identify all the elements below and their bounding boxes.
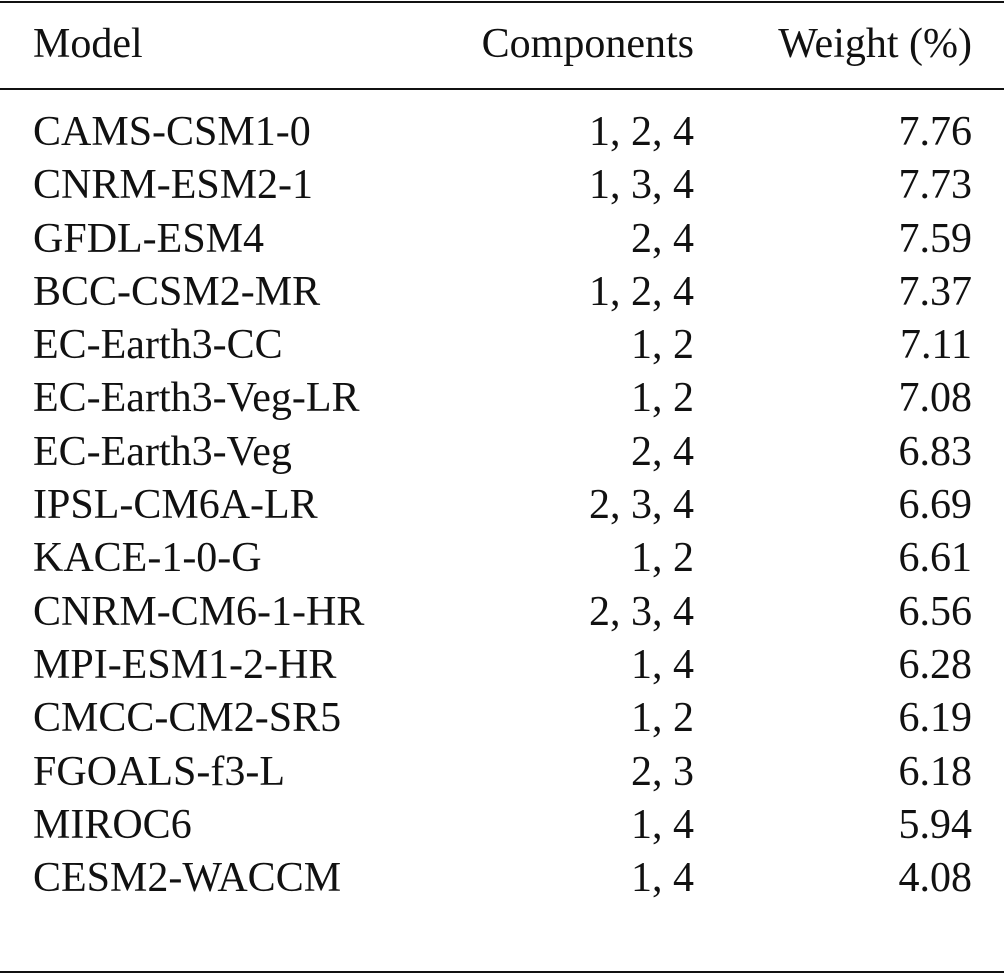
table-top-rule <box>0 1 1004 3</box>
header-weight: Weight (%) <box>778 21 972 67</box>
weight-cell: 6.83 <box>898 428 973 475</box>
model-cell: FGOALS-f3-L <box>33 748 285 795</box>
model-cell: MIROC6 <box>33 801 192 848</box>
model-cell: KACE-1-0-G <box>33 535 262 582</box>
components-cell: 2, 4 <box>631 428 694 475</box>
table-row: CAMS-CSM1-0 1, 2, 4 7.76 <box>0 106 1004 159</box>
model-cell: GFDL-ESM4 <box>33 215 265 262</box>
table-header-rule <box>0 88 1004 90</box>
weight-cell: 7.37 <box>898 268 973 315</box>
weight-cell: 6.56 <box>898 588 973 635</box>
table-bottom-rule <box>0 971 1004 973</box>
model-cell: EC-Earth3-Veg <box>33 428 292 475</box>
components-cell: 1, 4 <box>631 855 694 902</box>
weight-cell: 6.28 <box>898 641 973 688</box>
table-row: IPSL-CM6A-LR 2, 3, 4 6.69 <box>0 479 1004 532</box>
components-cell: 1, 4 <box>631 641 694 688</box>
weight-cell: 7.76 <box>898 109 973 155</box>
components-cell: 2, 3, 4 <box>589 482 694 529</box>
table-row: FGOALS-f3-L 2, 3 6.18 <box>0 746 1004 799</box>
components-cell: 2, 4 <box>631 215 694 262</box>
model-cell: CNRM-CM6-1-HR <box>33 588 365 635</box>
weight-cell: 7.73 <box>898 162 973 209</box>
table-body: CAMS-CSM1-0 1, 2, 4 7.76 CNRM-ESM2-1 1, … <box>0 106 1004 905</box>
weight-cell: 7.08 <box>898 375 973 422</box>
weight-cell: 7.11 <box>900 322 972 369</box>
table-row: CMCC-CM2-SR5 1, 2 6.19 <box>0 692 1004 745</box>
components-cell: 1, 2 <box>631 375 694 422</box>
components-cell: 1, 2, 4 <box>589 268 694 315</box>
model-cell: CAMS-CSM1-0 <box>33 109 311 155</box>
components-cell: 2, 3, 4 <box>589 588 694 635</box>
model-cell: CNRM-ESM2-1 <box>33 162 314 209</box>
model-cell: CESM2-WACCM <box>33 855 342 902</box>
components-cell: 1, 2 <box>631 322 694 369</box>
table-row: MIROC6 1, 4 5.94 <box>0 799 1004 852</box>
table-row: EC-Earth3-Veg 2, 4 6.83 <box>0 426 1004 479</box>
weight-cell: 6.18 <box>898 748 973 795</box>
model-cell: IPSL-CM6A-LR <box>33 482 318 529</box>
weight-cell: 4.08 <box>898 855 973 902</box>
components-cell: 1, 2 <box>631 695 694 742</box>
weight-cell: 5.94 <box>898 801 973 848</box>
weight-cell: 6.19 <box>898 695 973 742</box>
weight-cell: 7.59 <box>898 215 973 262</box>
components-cell: 1, 4 <box>631 801 694 848</box>
model-cell: EC-Earth3-Veg-LR <box>33 375 360 422</box>
components-cell: 1, 3, 4 <box>589 162 694 209</box>
components-cell: 1, 2, 4 <box>589 109 694 155</box>
header-model: Model <box>33 21 143 67</box>
model-cell: CMCC-CM2-SR5 <box>33 695 342 742</box>
model-cell: MPI-ESM1-2-HR <box>33 641 337 688</box>
table-row: EC-Earth3-CC 1, 2 7.11 <box>0 319 1004 372</box>
model-cell: EC-Earth3-CC <box>33 322 283 369</box>
components-cell: 2, 3 <box>631 748 694 795</box>
table-row: GFDL-ESM4 2, 4 7.59 <box>0 213 1004 266</box>
weight-cell: 6.69 <box>898 482 973 529</box>
table-row: EC-Earth3-Veg-LR 1, 2 7.08 <box>0 372 1004 425</box>
weight-cell: 6.61 <box>898 535 973 582</box>
table-row: CNRM-ESM2-1 1, 3, 4 7.73 <box>0 159 1004 212</box>
table-row: MPI-ESM1-2-HR 1, 4 6.28 <box>0 639 1004 692</box>
model-cell: BCC-CSM2-MR <box>33 268 321 315</box>
table-row: KACE-1-0-G 1, 2 6.61 <box>0 532 1004 585</box>
table-row: CESM2-WACCM 1, 4 4.08 <box>0 852 1004 905</box>
table-row: BCC-CSM2-MR 1, 2, 4 7.37 <box>0 266 1004 319</box>
header-components: Components <box>481 21 694 67</box>
table-row: CNRM-CM6-1-HR 2, 3, 4 6.56 <box>0 586 1004 639</box>
components-cell: 1, 2 <box>631 535 694 582</box>
